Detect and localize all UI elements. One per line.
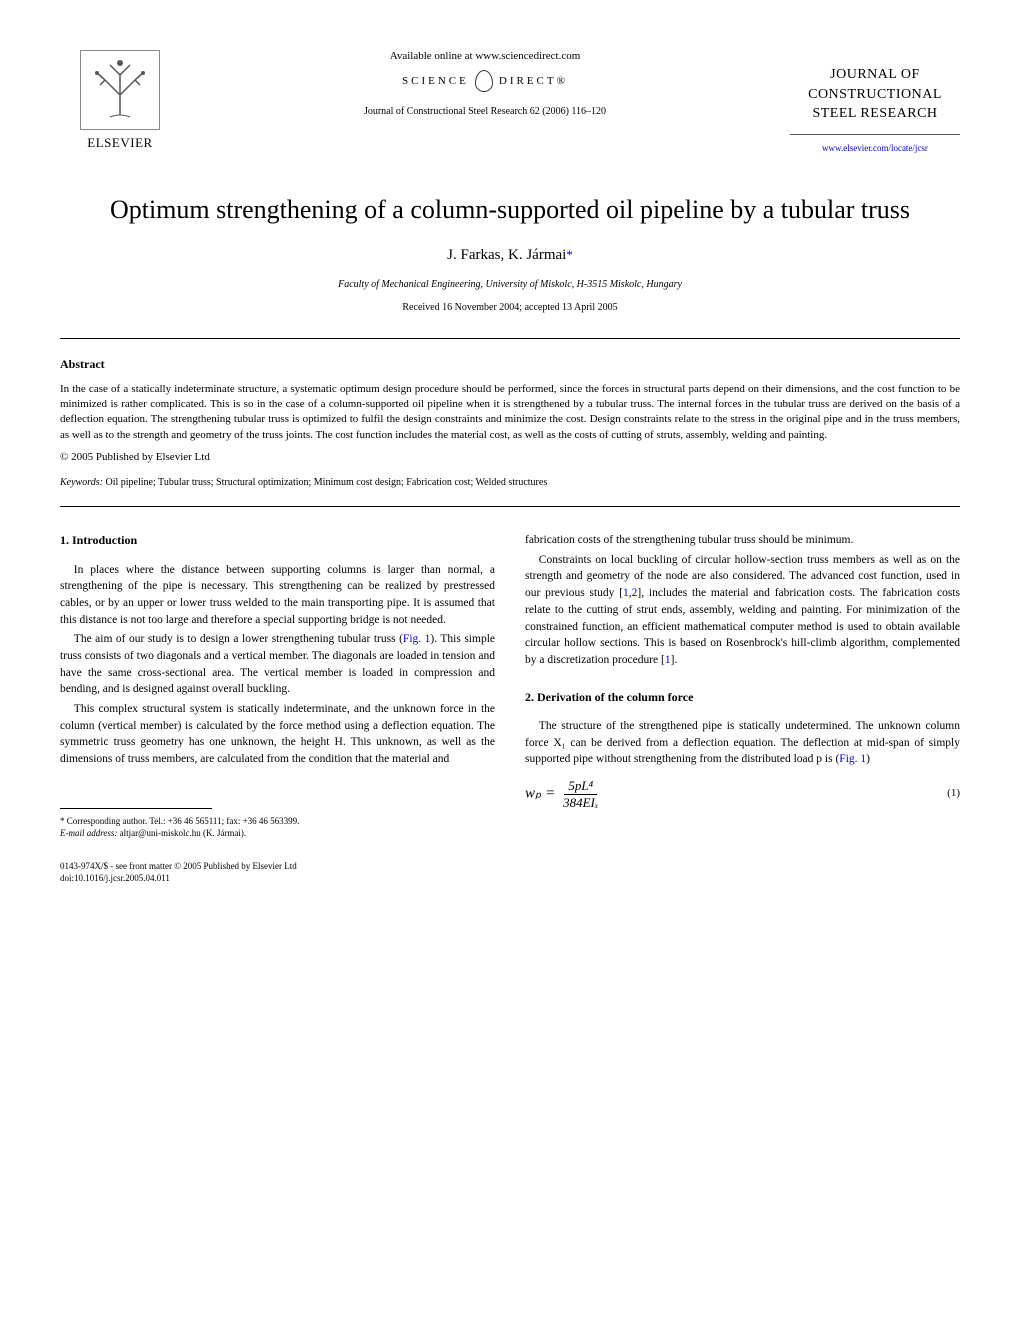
keywords-label: Keywords:: [60, 477, 103, 488]
sd-fingerprint-icon: [475, 70, 493, 92]
intro-para-1: In places where the distance between sup…: [60, 562, 495, 629]
abstract-heading: Abstract: [60, 357, 960, 372]
intro-p2-a: The aim of our study is to design a lowe…: [74, 633, 403, 645]
section-1-heading: 1. Introduction: [60, 532, 495, 549]
eq1-fraction: 5pL⁴ 384EIₓ: [559, 778, 602, 810]
col2-para-2: Constraints on local buckling of circula…: [525, 552, 960, 669]
header-center: Available online at www.sciencedirect.co…: [180, 50, 790, 117]
corresponding-marker[interactable]: *: [566, 247, 573, 262]
intro-para-3: This complex structural system is static…: [60, 701, 495, 768]
keywords: Keywords: Oil pipeline; Tubular truss; S…: [60, 477, 960, 488]
footer-meta: 0143-974X/$ - see front matter © 2005 Pu…: [60, 860, 960, 885]
author-names: J. Farkas, K. Jármai: [447, 247, 566, 263]
doi-line: doi:10.1016/j.jcsr.2005.04.011: [60, 872, 960, 885]
divider-bottom: [60, 506, 960, 507]
s2p1-a: The structure of the strengthened pipe i…: [525, 720, 960, 765]
intro-para-2: The aim of our study is to design a lowe…: [60, 631, 495, 698]
ref-1-2-link[interactable]: 1,2: [623, 587, 637, 599]
sciencedirect-logo: SCIENCE DIRECT®: [402, 70, 568, 92]
eq1-numerator: 5pL⁴: [564, 778, 597, 795]
issn-line: 0143-974X/$ - see front matter © 2005 Pu…: [60, 860, 960, 873]
abstract-copyright: © 2005 Published by Elsevier Ltd: [60, 451, 960, 463]
left-column: 1. Introduction In places where the dist…: [60, 532, 495, 840]
email-footnote: E-mail address: altjar@uni-miskolc.hu (K…: [60, 827, 495, 840]
journal-reference: Journal of Constructional Steel Research…: [200, 106, 770, 117]
corresponding-footnote: * Corresponding author. Tel.: +36 46 565…: [60, 815, 495, 828]
footnote-divider: [60, 808, 212, 809]
journal-block: JOURNAL OF CONSTRUCTIONAL STEEL RESEARCH…: [790, 50, 960, 153]
article-dates: Received 16 November 2004; accepted 13 A…: [60, 302, 960, 313]
right-column: fabrication costs of the strengthening t…: [525, 532, 960, 840]
journal-name-l3: STEEL RESEARCH: [812, 106, 937, 121]
sec2-para-1: The structure of the strengthened pipe i…: [525, 718, 960, 768]
sd-left: SCIENCE: [402, 75, 469, 87]
elsevier-tree-icon: [80, 50, 160, 130]
body-columns: 1. Introduction In places where the dist…: [60, 532, 960, 840]
abstract-text: In the case of a statically indeterminat…: [60, 382, 960, 444]
eq1-lhs: wₚ =: [525, 785, 559, 801]
col2-continuation: fabrication costs of the strengthening t…: [525, 532, 960, 549]
keywords-list: Oil pipeline; Tubular truss; Structural …: [103, 477, 547, 488]
journal-name-l1: JOURNAL OF: [830, 67, 920, 82]
authors: J. Farkas, K. Jármai*: [60, 247, 960, 264]
email-address[interactable]: altjar@uni-miskolc.hu (K. Jármai).: [117, 828, 246, 838]
c2p2-c: ].: [671, 654, 678, 666]
sd-right: DIRECT®: [499, 75, 568, 87]
journal-url-link[interactable]: www.elsevier.com/locate/jcsr: [790, 143, 960, 153]
divider-top: [60, 338, 960, 339]
eq1-denominator: 384EIₓ: [559, 795, 602, 811]
s2p1-b: ): [866, 753, 870, 765]
paper-header: ELSEVIER Available online at www.science…: [60, 50, 960, 153]
affiliation: Faculty of Mechanical Engineering, Unive…: [60, 279, 960, 290]
eq1-body: wₚ = 5pL⁴ 384EIₓ: [525, 778, 603, 810]
publisher-block: ELSEVIER: [60, 50, 180, 151]
journal-name-l2: CONSTRUCTIONAL: [808, 87, 942, 102]
journal-name: JOURNAL OF CONSTRUCTIONAL STEEL RESEARCH: [790, 65, 960, 135]
available-online-text: Available online at www.sciencedirect.co…: [200, 50, 770, 62]
email-label: E-mail address:: [60, 828, 117, 838]
equation-1: wₚ = 5pL⁴ 384EIₓ (1): [525, 778, 960, 810]
fig-1-link-2[interactable]: Fig. 1: [839, 753, 866, 765]
paper-title: Optimum strengthening of a column-suppor…: [60, 193, 960, 227]
eq1-number: (1): [947, 786, 960, 802]
publisher-name: ELSEVIER: [87, 135, 152, 151]
section-2-heading: 2. Derivation of the column force: [525, 689, 960, 706]
fig-1-link[interactable]: Fig. 1: [403, 633, 430, 645]
